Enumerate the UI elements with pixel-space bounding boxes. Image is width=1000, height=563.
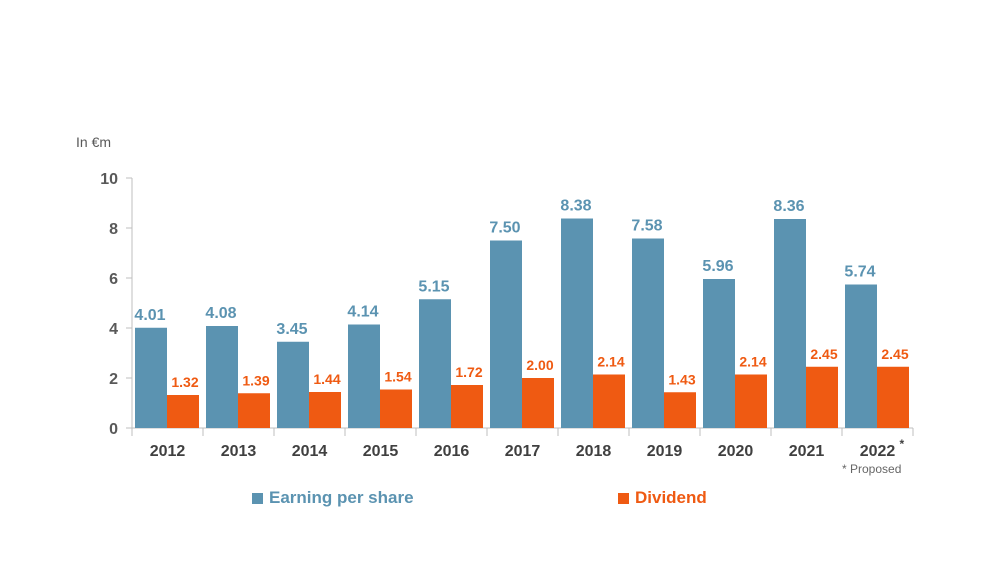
data-label-dividend: 2.14 [597, 354, 624, 370]
y-tick-label: 4 [109, 321, 118, 338]
x-tick-label: 2016 [434, 443, 470, 460]
y-tick-label: 10 [100, 171, 118, 188]
bar-dividend [238, 393, 270, 428]
bar-eps [419, 299, 451, 428]
y-tick-label: 2 [109, 371, 118, 388]
x-tick-label: 2015 [363, 443, 399, 460]
bar-dividend [167, 395, 199, 428]
proposed-marker: * [900, 437, 905, 451]
data-label-eps: 8.36 [773, 198, 804, 215]
bar-dividend [806, 366, 838, 428]
data-label-eps: 5.96 [702, 258, 733, 275]
bar-dividend [451, 385, 483, 428]
x-tick-label: 2014 [292, 443, 328, 460]
data-label-eps: 7.50 [489, 220, 520, 237]
x-tick-label: 2012 [150, 443, 186, 460]
y-axis: 0 2 4 6 8 10 [100, 171, 133, 438]
bar-eps [277, 341, 309, 428]
x-tick-label: 2021 [789, 443, 825, 460]
bar-dividend [664, 392, 696, 428]
data-label-eps: 4.08 [205, 305, 236, 322]
bars [135, 218, 909, 428]
bar-eps [774, 219, 806, 428]
x-tick-label: 2022 [860, 443, 896, 460]
y-tick-label: 0 [109, 421, 118, 438]
data-label-eps: 7.58 [631, 218, 662, 235]
legend-swatch-dividend [618, 492, 629, 504]
data-label-eps: 8.38 [560, 198, 591, 215]
y-tick-label: 8 [109, 221, 118, 238]
bar-eps [135, 327, 167, 428]
bar-eps [632, 238, 664, 428]
y-tick-label: 6 [109, 271, 118, 288]
data-label-dividend: 1.39 [242, 372, 269, 388]
legend-item-dividend: Dividend [618, 488, 707, 508]
legend-item-eps: Earning per share [252, 488, 414, 508]
bar-labels: 4.01 4.08 3.45 4.14 5.15 7.50 8.38 7.58 5.96 8.36… [134, 198, 908, 391]
data-label-eps: 3.45 [276, 321, 307, 338]
data-label-eps: 5.15 [418, 278, 449, 295]
bar-eps [206, 326, 238, 428]
footnote: * Proposed [842, 462, 902, 476]
x-axis: 2012 2013 2014 2015 2016 2017 2018 2019 2020 2021… [131, 427, 914, 460]
data-label-dividend: 2.45 [881, 346, 908, 362]
data-label-dividend: 1.72 [455, 364, 482, 380]
bar-dividend [309, 392, 341, 428]
x-tick-label: 2020 [718, 443, 754, 460]
bar-dividend [522, 378, 554, 428]
x-tick-label: 2018 [576, 443, 612, 460]
x-tick-label: 2013 [221, 443, 257, 460]
bar-dividend [593, 374, 625, 428]
bar-eps [561, 218, 593, 428]
data-label-dividend: 2.00 [526, 357, 553, 373]
x-tick-label: 2019 [647, 443, 683, 460]
unit-label: In €m [76, 134, 111, 150]
bar-dividend [877, 366, 909, 428]
x-tick-label: 2017 [505, 443, 541, 460]
bar-dividend [735, 374, 767, 428]
bar-dividend [380, 389, 412, 428]
data-label-dividend: 2.14 [739, 354, 766, 370]
data-label-eps: 5.74 [844, 264, 875, 281]
data-label-dividend: 1.54 [384, 369, 411, 385]
data-label-eps: 4.01 [134, 307, 165, 324]
data-label-dividend: 1.43 [668, 371, 695, 387]
bar-eps [490, 240, 522, 428]
data-label-dividend: 1.32 [171, 374, 198, 390]
bar-eps [703, 279, 735, 428]
bar-eps [845, 284, 877, 428]
legend-label-dividend: Dividend [635, 488, 707, 507]
legend-swatch-eps [252, 492, 263, 504]
data-label-dividend: 2.45 [810, 346, 837, 362]
data-label-dividend: 1.44 [313, 371, 340, 387]
bar-eps [348, 324, 380, 428]
legend-label-eps: Earning per share [269, 488, 414, 507]
data-label-eps: 4.14 [347, 304, 378, 321]
